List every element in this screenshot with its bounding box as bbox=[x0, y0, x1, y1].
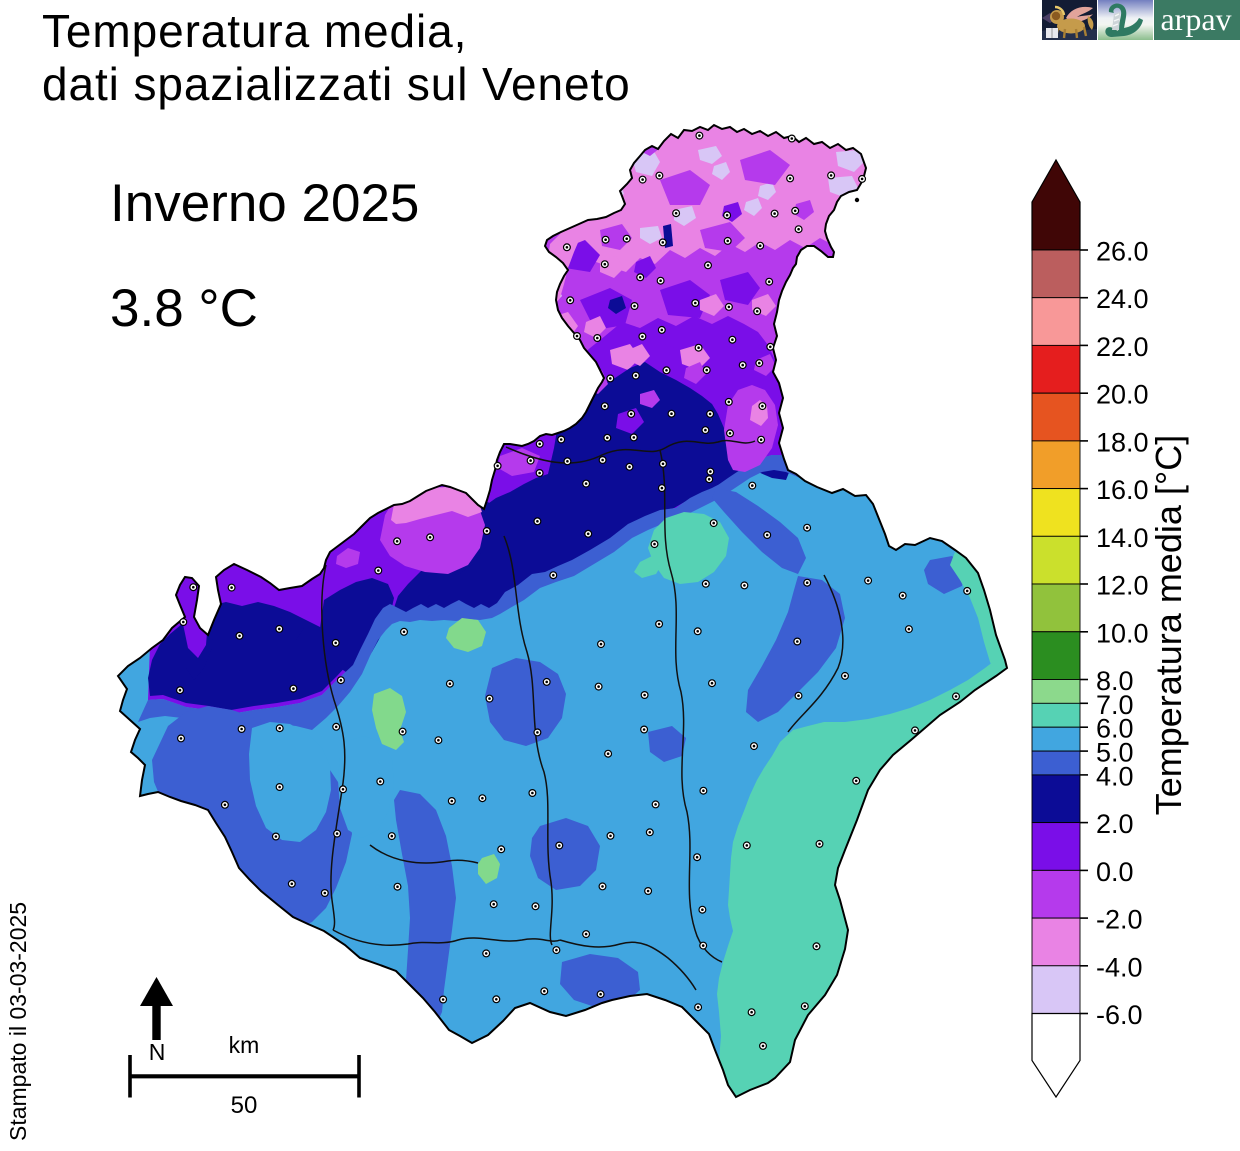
svg-text:N: N bbox=[149, 1039, 166, 1065]
svg-text:5.0: 5.0 bbox=[1096, 738, 1134, 768]
svg-text:Stampato il 03-03-2025: Stampato il 03-03-2025 bbox=[5, 902, 31, 1141]
svg-text:Temperatura media [°C]: Temperatura media [°C] bbox=[1148, 435, 1189, 816]
svg-text:Inverno 2025: Inverno 2025 bbox=[110, 174, 419, 233]
svg-text:-2.0: -2.0 bbox=[1096, 905, 1143, 935]
svg-text:12.0: 12.0 bbox=[1096, 571, 1149, 601]
svg-text:14.0: 14.0 bbox=[1096, 523, 1149, 553]
svg-text:2.0: 2.0 bbox=[1096, 809, 1134, 839]
svg-text:7.0: 7.0 bbox=[1096, 690, 1134, 720]
svg-text:-4.0: -4.0 bbox=[1096, 952, 1143, 982]
svg-text:4.0: 4.0 bbox=[1096, 761, 1134, 791]
svg-text:dati spazializzati sul Veneto: dati spazializzati sul Veneto bbox=[42, 58, 631, 110]
svg-text:16.0: 16.0 bbox=[1096, 475, 1149, 505]
svg-text:3.8 °C: 3.8 °C bbox=[110, 279, 258, 338]
svg-text:22.0: 22.0 bbox=[1096, 332, 1149, 362]
svg-text:50: 50 bbox=[231, 1092, 258, 1119]
svg-text:-6.0: -6.0 bbox=[1096, 1000, 1143, 1030]
svg-text:arpav: arpav bbox=[1160, 1, 1231, 37]
svg-text:10.0: 10.0 bbox=[1096, 618, 1149, 648]
svg-text:18.0: 18.0 bbox=[1096, 427, 1149, 457]
svg-text:24.0: 24.0 bbox=[1096, 284, 1149, 314]
svg-text:0.0: 0.0 bbox=[1096, 857, 1134, 887]
svg-text:Temperatura media,: Temperatura media, bbox=[42, 5, 467, 57]
svg-text:20.0: 20.0 bbox=[1096, 380, 1149, 410]
svg-text:8.0: 8.0 bbox=[1096, 666, 1134, 696]
svg-text:26.0: 26.0 bbox=[1096, 237, 1149, 267]
svg-text:6.0: 6.0 bbox=[1096, 714, 1134, 744]
svg-text:km: km bbox=[229, 1032, 260, 1058]
